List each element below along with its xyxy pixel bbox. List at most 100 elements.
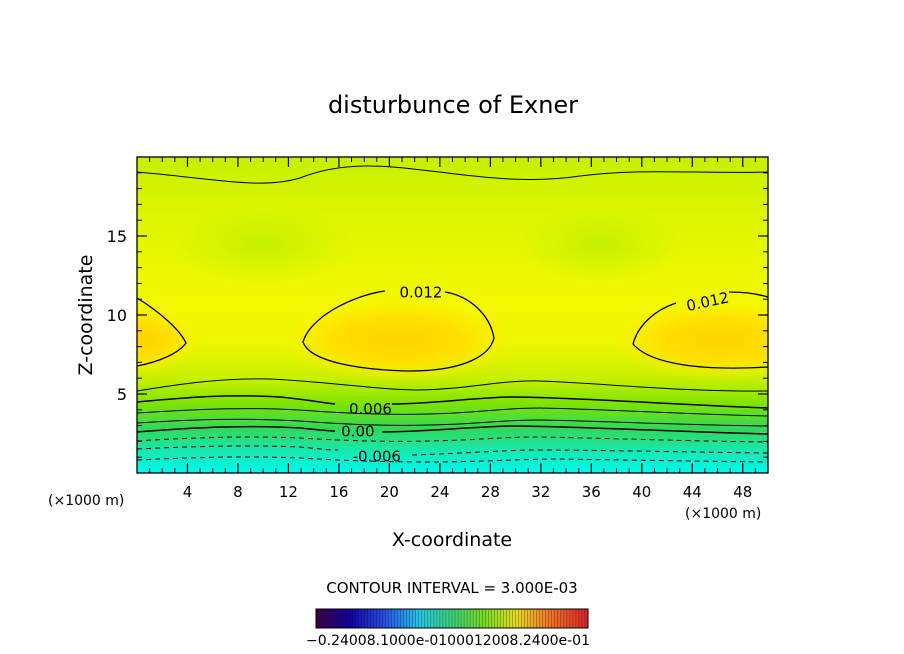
colorbar-labels: −0.24008.1000e-0100012008.2400e-01 (306, 633, 590, 649)
colorbar-cell (337, 609, 341, 628)
x-tick-label: 24 (430, 483, 449, 501)
contour-field (137, 157, 768, 473)
colorbar-cell (488, 609, 492, 628)
colorbar-cell (476, 609, 480, 628)
colorbar-cell (358, 609, 362, 628)
colorbar-cell (367, 609, 371, 628)
colorbar-cell (467, 609, 471, 628)
colorbar-cell (482, 609, 486, 628)
colorbar-cell (445, 609, 450, 628)
colorbar-cell (536, 609, 540, 628)
colorbar-cell (340, 609, 344, 628)
colorbar-cell (581, 609, 586, 628)
colorbar-cell (352, 609, 356, 628)
colorbar-cell (322, 609, 326, 628)
colorbar-cell (448, 609, 453, 628)
x-axis-label: X-coordinate (392, 529, 512, 551)
colorbar-cell (388, 609, 392, 628)
colorbar-cell (479, 609, 483, 628)
colorbar-cell (394, 609, 398, 628)
colorbar-cell (560, 609, 565, 628)
x-tick-label: 32 (531, 483, 550, 501)
colorbar-cell (473, 609, 477, 628)
colorbar-cell (370, 609, 374, 628)
colorbar-cell (319, 609, 323, 628)
colorbar-cell (575, 609, 580, 628)
contour-label: 0.00 (341, 422, 374, 440)
colorbar-cell (539, 609, 543, 628)
colorbar-cell (545, 609, 550, 628)
colorbar-cell (349, 609, 353, 628)
colorbar-cell (316, 609, 320, 628)
colorbar-cell (578, 609, 583, 628)
colorbar-cell (430, 609, 435, 628)
colorbar-cell (403, 609, 407, 628)
colorbar (315, 608, 589, 629)
contour-interval-text: CONTOUR INTERVAL = 3.000E-03 (326, 579, 577, 597)
colorbar-cell (530, 609, 534, 628)
colorbar-cell (452, 609, 456, 628)
x-tick-label: 20 (380, 483, 399, 501)
colorbar-cell (494, 609, 498, 628)
x-tick-label: 4 (183, 483, 193, 501)
x-tick-label: 28 (481, 483, 500, 501)
contour-label: -0.006 (353, 448, 401, 466)
x-tick-label: 16 (329, 483, 348, 501)
colorbar-cell (497, 609, 501, 628)
contour-label: 0.012 (399, 283, 442, 301)
x-axis-ticks: 4 8 12 16 20 24 28 32 36 40 44 48 (149, 157, 756, 501)
y-tick-label: 15 (107, 227, 127, 246)
colorbar-cell (566, 609, 571, 628)
x-tick-label: 48 (733, 483, 752, 501)
colorbar-cell (355, 609, 359, 628)
colorbar-cell (391, 609, 395, 628)
colorbar-cell (442, 609, 447, 628)
colorbar-cell (509, 609, 513, 628)
colorbar-cell (491, 609, 495, 628)
x-unit-label-left: (×1000 m) (48, 493, 124, 509)
colorbar-cell (436, 609, 441, 628)
colorbar-cell (406, 609, 410, 628)
colorbar-cell (364, 609, 368, 628)
colorbar-cell (328, 609, 332, 628)
colorbar-cell (331, 609, 335, 628)
contour-label: 0.006 (349, 400, 392, 418)
colorbar-cell (458, 609, 462, 628)
colorbar-cell (512, 609, 516, 628)
colorbar-cell (551, 609, 556, 628)
colorbar-cell (424, 609, 429, 628)
colorbar-cell (421, 609, 426, 628)
colorbar-cell (524, 609, 528, 628)
chart-title: disturbunce of Exner (328, 91, 578, 119)
x-tick-label: 40 (632, 483, 651, 501)
colorbar-cell (379, 609, 383, 628)
colorbar-cell (548, 609, 553, 628)
colorbar-cell (373, 609, 377, 628)
colorbar-cell (533, 609, 537, 628)
x-unit-label-right: (×1000 m) (685, 506, 761, 522)
colorbar-cell (557, 609, 562, 628)
colorbar-frame (315, 608, 589, 629)
colorbar-cell (569, 609, 574, 628)
colorbar-cell (521, 609, 525, 628)
colorbar-cell (584, 609, 589, 628)
colorbar-cell (346, 609, 350, 628)
colorbar-cell (470, 609, 474, 628)
y-axis-ticks: 5 10 15 (107, 172, 768, 458)
colorbar-cell (397, 609, 401, 628)
colorbar-cell (382, 609, 386, 628)
colorbar-cell (485, 609, 489, 628)
colorbar-cell (455, 609, 459, 628)
colorbar-cell (563, 609, 568, 628)
colorbar-cell (506, 609, 510, 628)
colorbar-cell (415, 609, 420, 628)
x-tick-label: 12 (279, 483, 298, 501)
colorbar-cell (461, 609, 465, 628)
colorbar-cell (500, 609, 504, 628)
colorbar-cell (385, 609, 389, 628)
colorbar-cell (554, 609, 559, 628)
y-tick-label: 10 (107, 306, 127, 325)
colorbar-cell (334, 609, 338, 628)
